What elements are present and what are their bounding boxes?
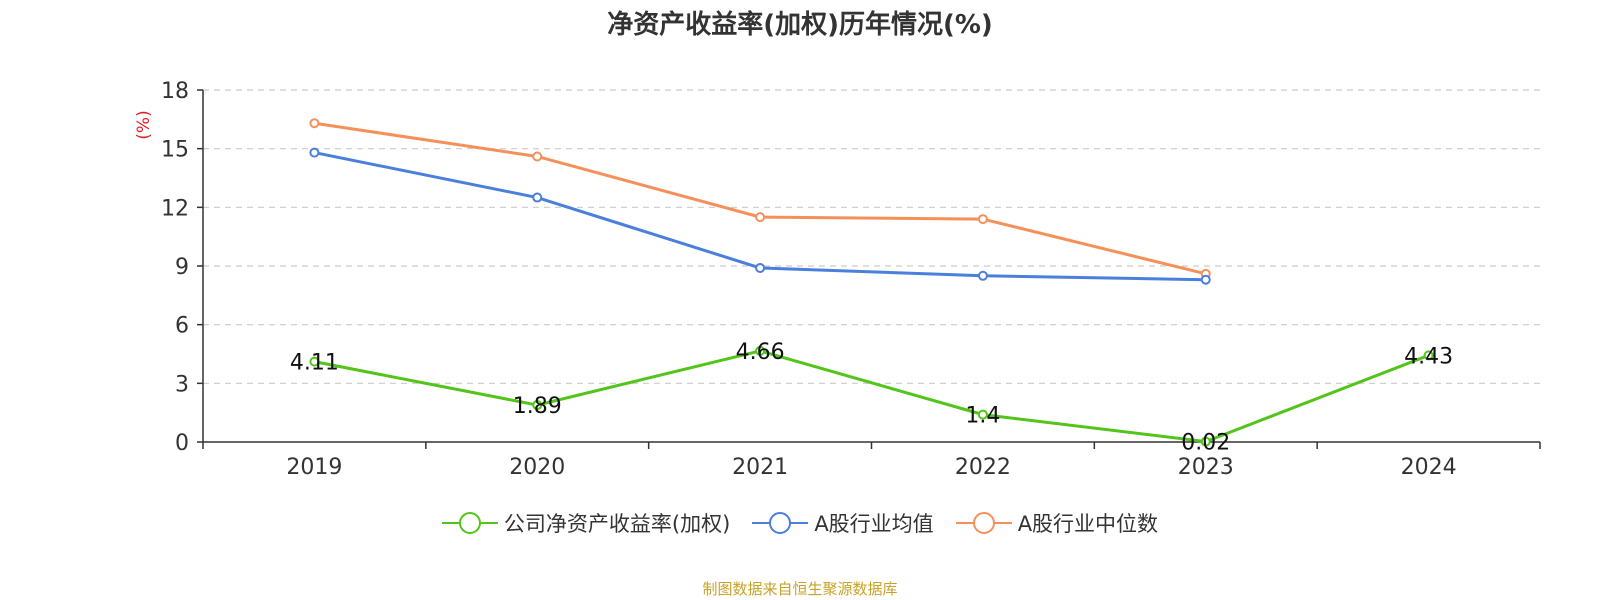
y-tick-label: 3 — [175, 372, 189, 397]
legend-label-industry-median: A股行业中位数 — [1017, 512, 1159, 536]
data-point — [532, 151, 543, 162]
data-point — [977, 270, 988, 281]
data-point — [977, 409, 988, 420]
series-line — [314, 121, 1207, 276]
data-point — [977, 214, 988, 225]
data-point — [1200, 274, 1211, 285]
data-point — [1200, 436, 1211, 447]
data-label: 4.66 — [736, 340, 785, 365]
legend-swatch-industry-mean — [752, 512, 809, 534]
data-point — [309, 356, 320, 367]
data-point — [309, 147, 320, 158]
x-tick-label: 2023 — [1178, 455, 1234, 480]
chart-title: 净资产收益率(加权)历年情况(%) — [607, 10, 993, 40]
legend-item-industry-mean[interactable]: A股行业均值 — [752, 508, 934, 538]
data-point — [755, 262, 766, 273]
x-tick-label: 2019 — [286, 455, 342, 480]
x-tick-label: 2021 — [732, 455, 788, 480]
data-label: 4.11 — [290, 351, 339, 376]
x-tick-label: 2022 — [955, 455, 1011, 480]
source-note: 制图数据来自恒生聚源数据库 — [702, 580, 898, 598]
x-tick-label: 2020 — [509, 455, 565, 480]
legend-label-industry-mean: A股行业均值 — [814, 512, 934, 536]
legend-item-company-roe[interactable]: 公司净资产收益率(加权) — [441, 508, 731, 538]
y-tick-label: 9 — [175, 255, 189, 280]
legend-swatch-company-roe — [441, 512, 498, 534]
data-point — [532, 400, 543, 411]
y-tick-label: 18 — [161, 79, 189, 104]
data-label: 4.43 — [1404, 344, 1453, 369]
y-tick-label: 12 — [161, 196, 189, 221]
x-tick-label: 2024 — [1401, 455, 1457, 480]
data-point — [532, 192, 543, 203]
series-line — [314, 349, 1430, 444]
legend: 公司净资产收益率(加权) A股行业均值 A股行业中位数 — [0, 508, 1600, 538]
data-point — [755, 212, 766, 223]
data-point — [1423, 350, 1434, 361]
y-axis-label: (%) — [134, 110, 154, 139]
y-tick-label: 6 — [175, 314, 189, 339]
legend-item-industry-median[interactable]: A股行业中位数 — [955, 508, 1159, 538]
data-point — [309, 118, 320, 129]
y-tick-label: 0 — [175, 431, 189, 456]
data-label: 1.89 — [513, 394, 562, 419]
data-label: 0.02 — [1181, 431, 1230, 456]
legend-swatch-industry-median — [955, 512, 1012, 534]
y-tick-label: 15 — [161, 138, 189, 163]
legend-label-company-roe: 公司净资产收益率(加权) — [503, 512, 731, 536]
data-point — [755, 345, 766, 356]
data-label: 1.4 — [965, 404, 1000, 429]
